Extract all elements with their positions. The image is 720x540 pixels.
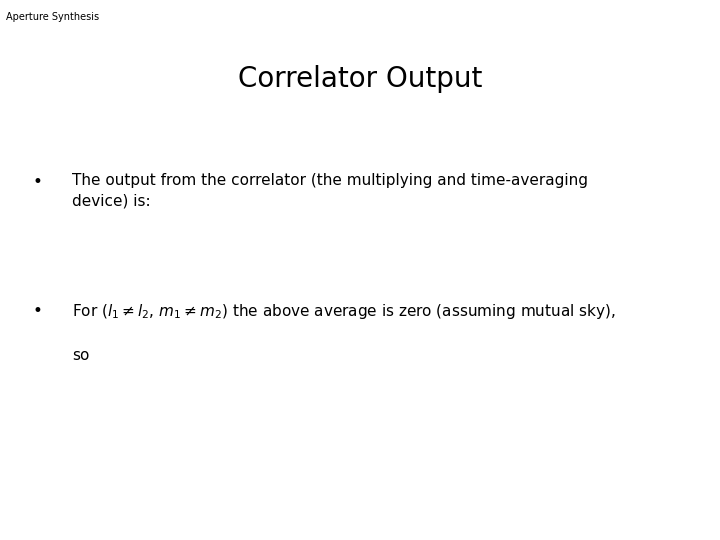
Text: Correlator Output: Correlator Output <box>238 65 482 93</box>
Text: •: • <box>32 302 42 320</box>
Text: The output from the correlator (the multiplying and time-averaging
device) is:: The output from the correlator (the mult… <box>72 173 588 209</box>
Text: Aperture Synthesis: Aperture Synthesis <box>6 12 99 22</box>
Text: For ($\it{l}_1$$\neq$$\it{l}_2$, $\it{m}_1$$\neq$$\it{m}_2$) the above average i: For ($\it{l}_1$$\neq$$\it{l}_2$, $\it{m}… <box>72 302 616 321</box>
Text: •: • <box>32 173 42 191</box>
Text: so: so <box>72 348 89 363</box>
